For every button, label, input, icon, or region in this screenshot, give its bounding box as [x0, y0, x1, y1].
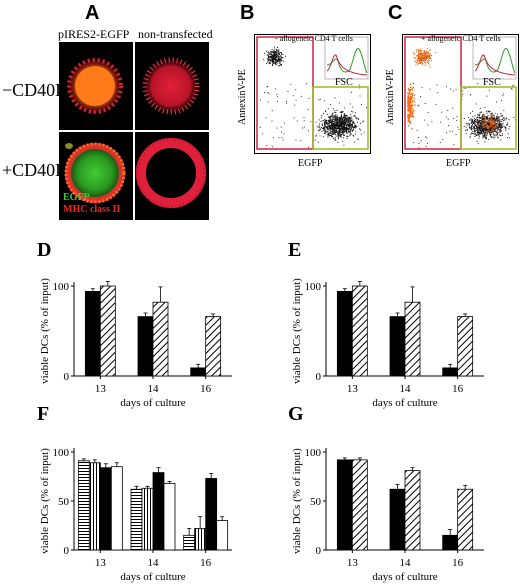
chart-e-bar: [351, 285, 368, 377]
flow-plot-c-svg: [404, 36, 517, 150]
chart-f-bar: [216, 520, 229, 551]
panel-c-letter: C: [388, 2, 403, 24]
flow-plot-b-svg: [256, 36, 369, 150]
chart-f-bar: [152, 472, 165, 551]
chart-g-xlabel: days of culture: [372, 571, 437, 583]
panel-a-col-label-2: non-transfected: [138, 27, 213, 41]
legend-mhc-class-ii: MHC class II: [63, 204, 121, 215]
chart-g-ytick-label: 100: [305, 447, 322, 459]
chart-g-bar: [457, 488, 474, 551]
panel-b-letter: B: [240, 2, 255, 24]
chart-f-bar: [77, 460, 90, 551]
chart-d-bar: [84, 290, 101, 377]
chart-g-bar: [442, 534, 459, 551]
legend-egfp: EGFP: [63, 192, 90, 203]
chart-e-bar: [389, 316, 406, 377]
chart-e-ytick-label: 100: [305, 281, 322, 293]
chart-f-ytick-label: 50: [58, 496, 70, 508]
chart-d-ytick-label: 0: [64, 371, 70, 383]
panel-a-row-label-2: +CD40L: [2, 160, 67, 180]
chart-g-ylabel: viable DCs (% of input): [291, 448, 303, 554]
chart-e-bar: [457, 316, 474, 377]
chart-g-bar: [404, 470, 421, 551]
chart-f-bar: [130, 488, 143, 551]
chart-f-ytick-label: 0: [64, 545, 70, 557]
chart-f-ylabel: viable DCs (% of input): [39, 448, 51, 554]
chart-e-xtick-label: 13: [347, 383, 359, 395]
chart-f-letter: F: [37, 403, 49, 425]
panel-b-xlabel: EGFP: [298, 158, 323, 169]
chart-g-bar: [351, 459, 368, 551]
chart-d-xtick-label: 13: [95, 383, 107, 395]
chart-g-ytick-label: 50: [310, 496, 322, 508]
chart-g-ytick-label: 0: [316, 545, 322, 557]
chart-g-bar: [336, 459, 353, 551]
chart-f-xtick-label: 13: [95, 557, 107, 569]
chart-d-bar: [99, 285, 116, 377]
chart-g-letter: G: [288, 403, 304, 425]
chart-d-bar: [190, 367, 207, 377]
micrograph-grid: EGFP MHC class II: [59, 42, 209, 220]
chart-e-xtick-label: 16: [452, 383, 464, 395]
flow-plot-c: + allogeneic CD4 T cells FSC: [402, 34, 519, 154]
chart-e-ytick-label: 0: [316, 371, 322, 383]
chart-f-xlabel: days of culture: [120, 571, 185, 583]
chart-d-bar: [137, 316, 154, 377]
chart-f-bar: [205, 478, 218, 551]
flow-events: [407, 47, 516, 150]
chart-g-xtick-label: 14: [400, 557, 412, 569]
panel-c-inset-label: FSC: [483, 77, 501, 88]
chart-f-bar: [99, 467, 112, 551]
chart-e-xtick-label: 14: [400, 383, 412, 395]
chart-e-letter: E: [288, 239, 301, 261]
chart-f-bar: [110, 466, 123, 551]
chart-d-xtick-label: 16: [200, 383, 212, 395]
chart-d-xlabel: days of culture: [120, 397, 185, 409]
panel-b-title: - allogeneic CD4 T cells: [275, 34, 353, 43]
flow-plot-b: - allogeneic CD4 T cells FSC: [254, 34, 371, 154]
chart-g-bar: [389, 488, 406, 551]
panel-c-xlabel: EGFP: [446, 158, 471, 169]
chart-d-bar: [152, 301, 169, 377]
panel-c-title: + allogeneic CD4 T cells: [421, 34, 501, 43]
chart-e-bar: [442, 367, 459, 377]
chart-f-xtick-label: 16: [200, 557, 212, 569]
chart-e-ylabel: viable DCs (% of input): [291, 278, 303, 384]
chart-f-bar: [183, 534, 196, 551]
chart-f-ytick-label: 100: [53, 447, 70, 459]
chart-g-xtick-label: 13: [347, 557, 359, 569]
chart-d-bar: [205, 316, 222, 377]
chart-f-bar: [141, 487, 154, 551]
panel-b-inset-label: FSC: [335, 77, 353, 88]
chart-g-xtick-label: 16: [452, 557, 464, 569]
chart-d-ytick-label: 100: [53, 281, 70, 293]
chart-f-bar: [163, 482, 176, 551]
micrograph-images: [59, 42, 209, 220]
flow-events: [259, 46, 367, 150]
chart-d-letter: D: [37, 239, 51, 261]
panel-a-letter: A: [85, 2, 100, 24]
chart-f-bar: [88, 462, 101, 551]
chart-e-xlabel: days of culture: [372, 397, 437, 409]
panel-a-row-label-1: −CD40L: [2, 80, 67, 100]
panel-a-col-label-1: pIRES2-EGFP: [58, 27, 130, 41]
chart-e-bar: [336, 290, 353, 377]
chart-d-xtick-label: 14: [148, 383, 160, 395]
chart-f-bar: [194, 528, 207, 551]
chart-d-ylabel: viable DCs (% of input): [39, 278, 51, 384]
chart-f-xtick-label: 14: [148, 557, 160, 569]
chart-e-bar: [404, 301, 421, 377]
